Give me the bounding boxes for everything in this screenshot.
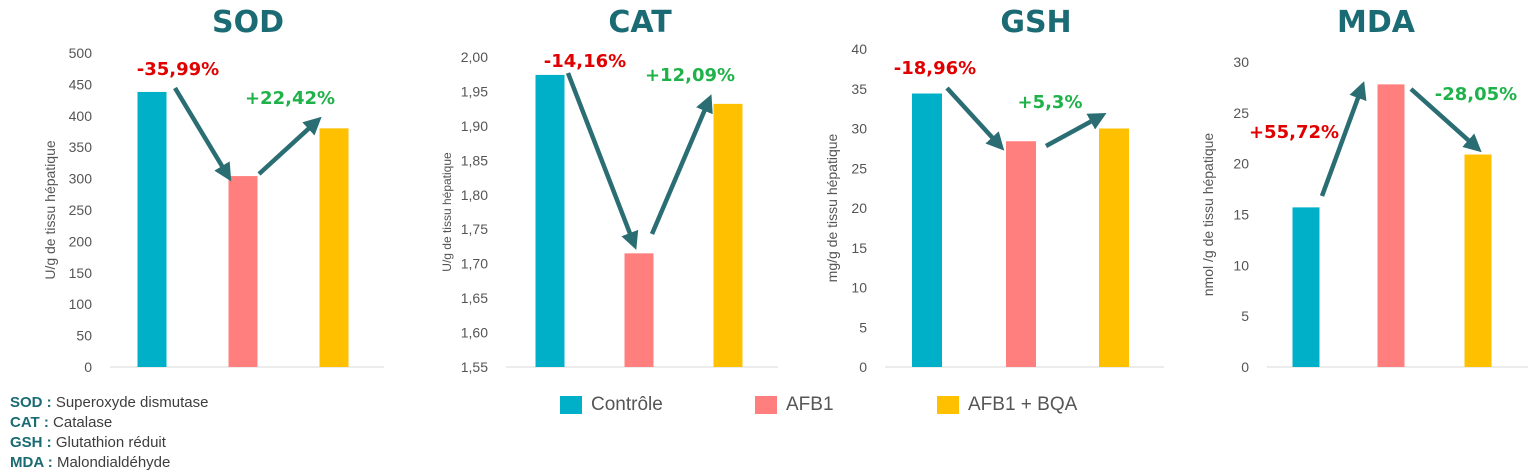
y-tick-label-gsh: 35 (851, 81, 867, 97)
chart-title-cat: CAT (608, 5, 672, 40)
y-tick-label-cat: 1,65 (461, 290, 488, 306)
y-tick-label-mda: 15 (1233, 207, 1249, 223)
bar-cat-controle (535, 74, 565, 368)
y-tick-label-sod: 300 (69, 171, 93, 187)
abbreviation-gsh: GSH : Glutathion réduit (10, 434, 166, 451)
bar-mda-afb1 (1377, 84, 1405, 367)
change-arrow-gsh-2 (1044, 112, 1107, 148)
change-arrow-sod-1 (173, 86, 232, 182)
y-tick-label-cat: 1,90 (461, 118, 488, 134)
change-arrow-cat-1 (565, 72, 639, 250)
chart-title-mda: MDA (1337, 5, 1416, 40)
bar-sod-afb1 (228, 176, 258, 367)
abbreviations-list: SOD : Superoxyde dismutase CAT : Catalas… (10, 393, 208, 473)
chart-cat: CAT 1,55 1,60 1,65 1,70 1,75 1,80 1,85 1,90 1,95 2… (440, 5, 778, 375)
y-axis-label-sod: U/g de tissu hépatique (42, 140, 58, 280)
bar-mda-controle (1292, 207, 1320, 367)
y-tick-label-mda: 0 (1241, 359, 1249, 375)
y-tick-label-sod: 350 (69, 139, 93, 155)
bar-mda-afb1-bqa (1464, 154, 1492, 367)
y-tick-label-mda: 10 (1233, 257, 1249, 273)
y-tick-label-cat: 1,80 (461, 187, 488, 203)
y-axis-label-gsh: mg/g de tissu hépatique (824, 133, 840, 282)
legend-swatch-controle (560, 396, 582, 414)
chart-mda: MDA 0 5 10 15 20 25 30 nmol /g de tissu hépatiqu… (1200, 5, 1528, 375)
bar-cat-afb1-bqa (713, 103, 743, 367)
legend: Contrôle AFB1 AFB1 + BQA (560, 394, 1120, 418)
bar-gsh-afb1-bqa (1099, 128, 1129, 367)
abbreviation-mda: MDA : Malondialdéhyde (10, 454, 171, 471)
y-tick-label-sod: 450 (69, 76, 93, 92)
y-tick-label-mda: 30 (1233, 54, 1249, 70)
y-tick-label-cat: 1,95 (461, 83, 488, 99)
y-tick-label-sod: 500 (69, 45, 93, 61)
change-label-gsh-1: -18,96% (894, 58, 976, 79)
chart-title-sod: SOD (212, 5, 284, 40)
y-tick-label-gsh: 15 (851, 240, 867, 256)
y-tick-label-cat: 1,75 (461, 221, 488, 237)
y-tick-label-sod: 150 (69, 265, 93, 281)
change-label-mda-1: +55,72% (1249, 122, 1339, 143)
legend-swatch-afb1 (755, 396, 777, 414)
y-tick-label-mda: 5 (1241, 308, 1249, 324)
bar-gsh-afb1 (1006, 141, 1036, 367)
bar-gsh-controle (912, 93, 942, 368)
y-tick-label-gsh: 20 (851, 200, 867, 216)
abbreviation-cat: CAT : Catalase (10, 414, 113, 431)
y-tick-label-gsh: 40 (851, 41, 867, 57)
legend-swatch-afb1-bqa (937, 396, 959, 414)
y-tick-label-gsh: 5 (859, 319, 867, 335)
bar-sod-controle (137, 91, 167, 367)
y-tick-label-sod: 250 (69, 202, 93, 218)
legend-label-afb1: AFB1 (786, 394, 834, 415)
legend-label-controle: Contrôle (591, 394, 663, 415)
chart-sod: SOD 0 50 100 150 200 250 300 350 400 450 500 U/g de … (42, 5, 384, 375)
y-tick-label-cat: 2,00 (461, 49, 488, 65)
change-label-cat-2: +12,09% (645, 65, 735, 86)
y-tick-label-sod: 50 (76, 328, 92, 344)
change-arrow-mda-1 (1319, 81, 1367, 197)
y-tick-label-sod: 0 (84, 359, 92, 375)
y-tick-label-mda: 25 (1233, 105, 1249, 121)
legend-item-afb1-bqa: AFB1 + BQA (937, 394, 1077, 416)
change-arrow-gsh-1 (945, 86, 1005, 151)
change-label-gsh-2: +5,3% (1017, 92, 1082, 113)
chart-gsh: GSH 0 5 10 15 20 25 30 35 40 mg/g de tissu hépatiq… (824, 5, 1164, 375)
y-axis-label-cat: U/g de tissu hépatique (440, 152, 454, 272)
y-tick-label-sod: 400 (69, 108, 93, 124)
y-axis-label-mda: nmol /g de tissu hépatique (1200, 133, 1216, 297)
y-tick-label-gsh: 25 (851, 160, 867, 176)
change-label-mda-2: -28,05% (1435, 84, 1517, 105)
y-tick-label-cat: 1,55 (461, 359, 488, 375)
y-tick-label-gsh: 10 (851, 280, 867, 296)
y-tick-label-mda: 20 (1233, 156, 1249, 172)
change-label-cat-1: -14,16% (544, 51, 626, 72)
bar-sod-afb1-bqa (319, 128, 349, 367)
y-tick-label-gsh: 0 (859, 359, 867, 375)
chart-title-gsh: GSH (1000, 5, 1071, 40)
y-tick-label-sod: 200 (69, 233, 93, 249)
change-arrow-sod-2 (257, 116, 322, 176)
bar-cat-afb1 (624, 253, 654, 367)
y-tick-label-cat: 1,60 (461, 325, 488, 341)
change-label-sod-2: +22,42% (245, 88, 335, 109)
legend-label-afb1-bqa: AFB1 + BQA (968, 394, 1078, 415)
legend-item-afb1: AFB1 (755, 394, 834, 416)
y-tick-label-sod: 100 (69, 296, 93, 312)
abbreviation-sod: SOD : Superoxyde dismutase (10, 394, 209, 411)
change-arrow-mda-2 (1409, 87, 1482, 153)
legend-item-controle: Contrôle (560, 394, 663, 416)
change-label-sod-1: -35,99% (137, 59, 219, 80)
y-tick-label-cat: 1,70 (461, 256, 488, 272)
y-tick-label-gsh: 30 (851, 121, 867, 137)
y-tick-label-cat: 1,85 (461, 152, 488, 168)
change-arrow-cat-2 (649, 94, 713, 235)
